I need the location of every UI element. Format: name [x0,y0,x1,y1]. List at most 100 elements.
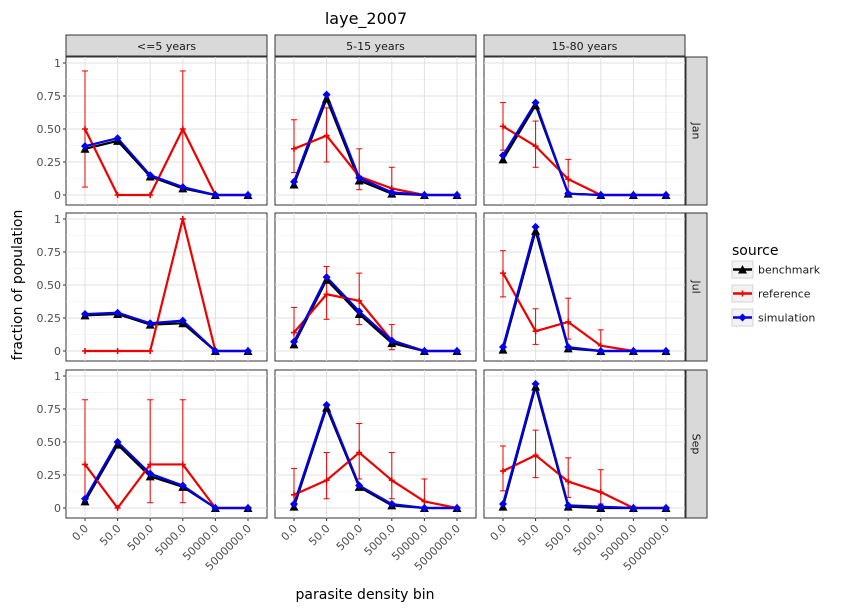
reference-point [291,329,297,336]
simulation-line [84,137,248,197]
simulation-point [178,183,187,192]
reference-point [82,461,88,468]
simulation-point [355,173,364,182]
facet-strip-5-15-years [274,34,477,57]
reference-point [388,477,395,484]
y-tick-label: 0.75 [37,90,62,103]
reference-point [532,328,539,335]
y-tick-label: 0 [54,189,61,202]
reference-line [293,451,458,510]
y-tick-label: 0.75 [37,403,62,416]
facet-strip-sep [685,369,708,519]
simulation-line [501,382,666,510]
simulation-point [629,347,638,355]
simulation-line [293,275,457,353]
facet-strip-15-80-years [483,34,686,57]
y-tick-label: 0.50 [37,279,62,292]
y-tick-label: 0.50 [37,436,62,449]
simulation-line [84,311,248,353]
reference-point [565,176,572,183]
y-axis-label: fraction of population [10,210,26,361]
simulation-point [420,191,429,199]
simulation-point [499,343,507,352]
panel-background [274,212,477,362]
simulation-line [292,93,457,197]
simulation-point [244,191,252,199]
reference-point [323,132,330,139]
reference-point [500,468,506,475]
legend-item-simulation: simulation [731,308,815,327]
simulation-point [178,316,187,325]
simulation-point [596,347,605,355]
simulation-point [453,504,461,512]
legend-item-benchmark: benchmark [731,260,821,279]
simulation-point [81,142,89,151]
panel-background [274,369,477,519]
y-tick-label: 0.75 [37,246,62,259]
simulation-point [499,151,507,160]
simulation-point [387,500,396,509]
simulation-point [146,469,155,478]
simulation-point [662,347,670,355]
facet-strip-label: Jul [690,279,703,293]
reference-point [147,192,154,198]
legend-item-reference: reference [731,284,811,303]
y-tick-label: 0.25 [37,469,62,482]
simulation-line [84,440,248,510]
simulation-point [387,188,396,197]
legend-label: reference [758,288,811,301]
reference-point [114,505,121,511]
reference-point [565,318,572,325]
y-tick-label: 0.25 [37,156,62,169]
reference-point [147,461,154,468]
reference-point [291,145,297,152]
panel-background [65,369,268,519]
reference-point [82,126,88,132]
simulation-point [146,171,155,180]
facet-strip-jul [685,212,708,362]
simulation-point [420,347,429,355]
simulation-point [113,308,122,317]
simulation-point [178,481,187,490]
simulation-point [453,347,461,355]
y-tick-label: 1 [54,370,61,383]
reference-point [500,123,506,130]
simulation-point [113,134,122,143]
reference-point [323,291,330,298]
simulation-point [531,222,540,231]
simulation-point [355,307,364,316]
panel-jul-15-80-years [483,212,686,362]
simulation-point [244,347,252,355]
simulation-point [322,401,331,410]
reference-point [323,477,330,484]
reference-point [114,192,121,198]
simulation-line [502,101,666,197]
y-tick-label: 0 [54,345,61,358]
facet-strip-jan [685,56,708,206]
y-tick-label: 0 [54,502,61,515]
simulation-line [292,403,457,510]
simulation-point [322,90,331,99]
simulation-point [146,319,155,328]
reference-point [500,270,506,277]
reference-point [114,348,121,354]
simulation-point [387,336,396,345]
simulation-point [211,347,220,355]
simulation-point [453,191,461,199]
panel-jul-5-15-years [274,212,477,362]
simulation-point [662,191,670,199]
reference-point [532,143,539,150]
simulation-point [596,191,605,199]
simulation-point [662,504,670,512]
reference-point [421,498,428,505]
simulation-point [564,501,573,510]
reference-point [356,297,363,304]
legend-key-marker [738,313,747,322]
simulation-point [499,500,507,509]
facet-panels: <=5 years 5-15 years 15-80 years Jan Jul Sep 0… [37,34,708,573]
simulation-line [501,225,666,353]
panel-background [483,212,686,362]
